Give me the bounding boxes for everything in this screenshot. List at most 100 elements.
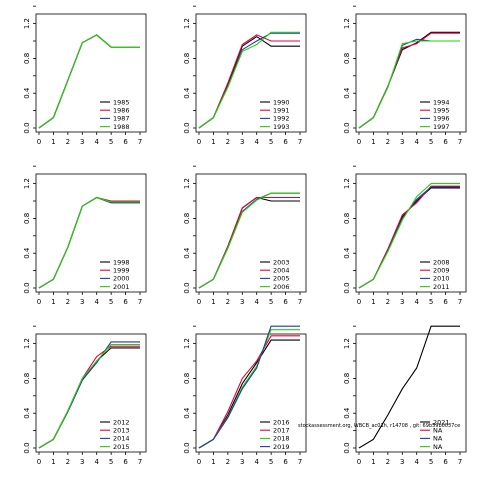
x-tick-label: 7 (298, 298, 302, 306)
plot-frame (35, 333, 147, 453)
x-tick-label: 4 (254, 138, 259, 146)
x-tick-label: 3 (240, 298, 244, 306)
x-tick-label: 6 (123, 458, 128, 466)
legend-label: 2012 (113, 418, 130, 426)
y-tick-label: 1.2 (343, 178, 351, 189)
x-tick-label: 7 (298, 458, 302, 466)
legend-label: 2021 (433, 418, 450, 426)
y-tick-label: 1.2 (23, 338, 31, 349)
legend-label: 2019 (273, 443, 290, 451)
series-line-1988 (38, 34, 140, 129)
y-tick-label: 0.8 (183, 53, 191, 64)
y-tick-label: 0.8 (343, 53, 351, 64)
legend-label: 2003 (273, 258, 290, 266)
y-tick-label: 0.0 (183, 282, 191, 293)
x-tick-label: 1 (371, 298, 375, 306)
x-tick-label: 4 (254, 458, 259, 466)
x-tick-label: 7 (458, 138, 462, 146)
y-tick-label: 0.0 (183, 442, 191, 453)
x-tick-label: 7 (138, 138, 142, 146)
legend-label: 2018 (273, 435, 290, 443)
series-line-2011 (358, 183, 460, 289)
series-line-2019 (198, 325, 300, 449)
x-tick-label: 0 (197, 138, 201, 146)
x-tick-label: 2 (226, 138, 230, 146)
x-tick-label: 4 (94, 138, 99, 146)
legend-label: NA (433, 427, 443, 435)
y-tick-label: 0.8 (183, 213, 191, 224)
plot-frame (195, 13, 307, 133)
legend-label: 2009 (433, 267, 450, 275)
x-tick-label: 3 (80, 458, 84, 466)
x-tick-label: 2 (386, 138, 390, 146)
x-tick-label: 3 (240, 458, 244, 466)
legend-label: 2013 (113, 427, 130, 435)
x-tick-label: 6 (283, 138, 288, 146)
y-tick-label: 1.2 (343, 338, 351, 349)
plot-frame (355, 173, 467, 293)
x-tick-label: 1 (51, 138, 55, 146)
y-tick-label: 0.0 (23, 282, 31, 293)
x-tick-label: 3 (400, 298, 404, 306)
series-line-2006 (198, 192, 300, 289)
x-tick-label: 5 (269, 458, 273, 466)
legend-label: 1995 (433, 107, 450, 115)
legend-label: 1985 (113, 98, 130, 106)
series-line-1993 (198, 31, 300, 129)
y-tick-label: 0.8 (23, 373, 31, 384)
x-tick-label: 4 (414, 458, 419, 466)
x-tick-label: 0 (37, 458, 41, 466)
x-tick-label: 5 (109, 138, 113, 146)
y-tick-label: 0.0 (343, 122, 351, 133)
x-tick-label: 6 (123, 298, 128, 306)
plot-frame (195, 333, 307, 453)
x-tick-label: 0 (197, 458, 201, 466)
legend-label: 1987 (113, 115, 130, 123)
series-line-1997 (358, 40, 460, 129)
legend-label: 1997 (433, 123, 450, 131)
x-tick-label: 1 (51, 298, 55, 306)
plot-frame (355, 13, 467, 133)
x-tick-label: 2 (386, 298, 390, 306)
x-tick-label: 7 (138, 458, 142, 466)
x-tick-label: 2 (66, 298, 70, 306)
legend-label: 1991 (273, 107, 290, 115)
x-tick-label: 5 (269, 298, 273, 306)
legend-label: 1996 (433, 115, 450, 123)
x-tick-label: 0 (357, 458, 361, 466)
plot-frame (195, 173, 307, 293)
y-tick-label: 0.4 (183, 407, 191, 419)
x-tick-label: 2 (386, 458, 390, 466)
y-tick-label: 0.8 (23, 213, 31, 224)
legend-label: NA (433, 435, 443, 443)
series-line-2021 (358, 325, 460, 449)
x-tick-label: 5 (429, 458, 433, 466)
legend-label: 2001 (113, 283, 130, 291)
x-tick-label: 4 (94, 298, 99, 306)
legend-label: 1994 (433, 98, 450, 106)
y-tick-label: 0.0 (23, 442, 31, 453)
legend-label: 2008 (433, 258, 450, 266)
legend-label: 2004 (273, 267, 290, 275)
legend-label: 2000 (113, 275, 130, 283)
y-tick-label: 1.2 (183, 178, 191, 189)
source-annotation: stockassessment.org, WBCB_ac01h, r14708 … (298, 423, 460, 429)
x-tick-label: 6 (283, 298, 288, 306)
y-tick-label: 0.8 (343, 373, 351, 384)
x-tick-label: 1 (211, 458, 215, 466)
y-tick-label: 0.8 (23, 53, 31, 64)
x-tick-label: 1 (211, 138, 215, 146)
y-tick-label: 0.4 (343, 407, 351, 419)
x-tick-label: 7 (458, 458, 462, 466)
legend-label: NA (433, 443, 443, 451)
series-line-2015 (38, 343, 140, 449)
legend-label: 2014 (113, 435, 130, 443)
x-tick-label: 3 (240, 138, 244, 146)
y-tick-label: 1.2 (183, 338, 191, 349)
x-tick-label: 0 (37, 138, 41, 146)
